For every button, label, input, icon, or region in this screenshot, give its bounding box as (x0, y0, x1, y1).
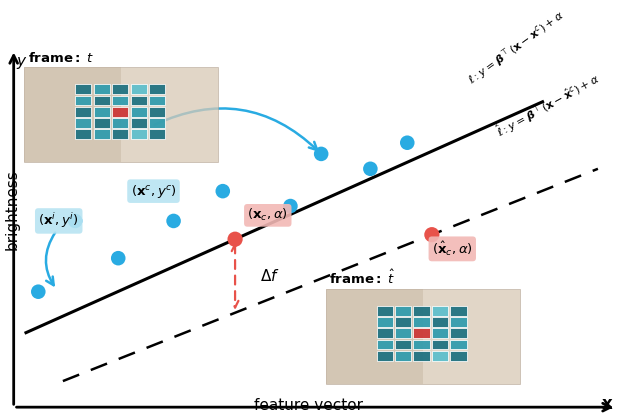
Point (427, 231, 437, 238)
Bar (432, 306, 448, 316)
Bar (130, 107, 147, 116)
Bar (75, 118, 91, 128)
Text: $(\hat{\mathbf{x}}_c, \alpha)$: $(\hat{\mathbf{x}}_c, \alpha)$ (432, 240, 472, 258)
Bar (395, 351, 411, 361)
Bar (413, 306, 430, 316)
Bar (432, 317, 448, 327)
Bar (377, 306, 392, 316)
Bar (75, 129, 91, 139)
Point (218, 188, 228, 194)
Bar (75, 107, 91, 116)
Bar (130, 118, 147, 128)
Bar (25, 67, 122, 162)
Bar (149, 107, 165, 116)
Bar (377, 317, 392, 327)
Point (169, 218, 179, 224)
Bar (94, 129, 110, 139)
Bar (432, 351, 448, 361)
Point (402, 139, 412, 146)
Text: $(\mathbf{x}_c, \alpha)$: $(\mathbf{x}_c, \alpha)$ (248, 207, 288, 223)
Bar (450, 306, 467, 316)
Text: $\mathbf{frame:}\ t$: $\mathbf{frame:}\ t$ (28, 52, 94, 65)
Bar (94, 84, 110, 94)
Text: $\mathbf{frame:}\ \hat{t}$: $\mathbf{frame:}\ \hat{t}$ (329, 269, 395, 287)
Point (230, 236, 240, 243)
Text: $\Delta f$: $\Delta f$ (260, 268, 280, 284)
Bar (149, 96, 165, 106)
Bar (112, 84, 129, 94)
Bar (326, 289, 423, 384)
Bar (395, 317, 411, 327)
Bar (75, 84, 91, 94)
Bar (149, 84, 165, 94)
Bar (94, 96, 110, 106)
Bar (149, 129, 165, 139)
Point (365, 166, 375, 172)
Bar (130, 96, 147, 106)
Bar (413, 328, 430, 338)
Text: feature vector: feature vector (255, 398, 364, 413)
Bar (130, 129, 147, 139)
Bar (112, 107, 129, 116)
Bar (112, 129, 129, 139)
Text: $\hat{\ell}: y=\boldsymbol{\beta}^{\top}(\mathbf{x}-\hat{\mathbf{x}}^c)+\alpha$: $\hat{\ell}: y=\boldsymbol{\beta}^{\top}… (493, 69, 604, 141)
Bar (130, 84, 147, 94)
Bar (25, 67, 218, 162)
Bar (377, 351, 392, 361)
Point (316, 151, 326, 157)
Bar (450, 339, 467, 349)
Point (113, 255, 123, 262)
Point (70, 218, 80, 224)
Text: $\ell: y=\boldsymbol{\beta}^{\top}(\mathbf{x}-\mathbf{x}^c)+\alpha$: $\ell: y=\boldsymbol{\beta}^{\top}(\math… (466, 8, 568, 89)
Bar (94, 107, 110, 116)
Text: $(\mathbf{x}^i, y^i)$: $(\mathbf{x}^i, y^i)$ (38, 211, 79, 230)
Bar (413, 339, 430, 349)
Bar (75, 96, 91, 106)
Text: $\mathbf{x}$: $\mathbf{x}$ (601, 395, 614, 413)
Bar (149, 118, 165, 128)
Bar (112, 96, 129, 106)
Bar (432, 328, 448, 338)
Text: brightness: brightness (4, 169, 20, 250)
Bar (395, 306, 411, 316)
Bar (326, 289, 520, 384)
Bar (450, 351, 467, 361)
Bar (413, 317, 430, 327)
Bar (432, 339, 448, 349)
Point (285, 203, 295, 209)
Text: $(\mathbf{x}^c, y^c)$: $(\mathbf{x}^c, y^c)$ (130, 183, 176, 200)
Bar (395, 328, 411, 338)
Bar (413, 351, 430, 361)
Point (33, 288, 43, 295)
Bar (377, 328, 392, 338)
Bar (450, 317, 467, 327)
Bar (395, 339, 411, 349)
Text: $y$: $y$ (16, 55, 28, 71)
Bar (94, 118, 110, 128)
Bar (450, 328, 467, 338)
Bar (112, 118, 129, 128)
Bar (377, 339, 392, 349)
